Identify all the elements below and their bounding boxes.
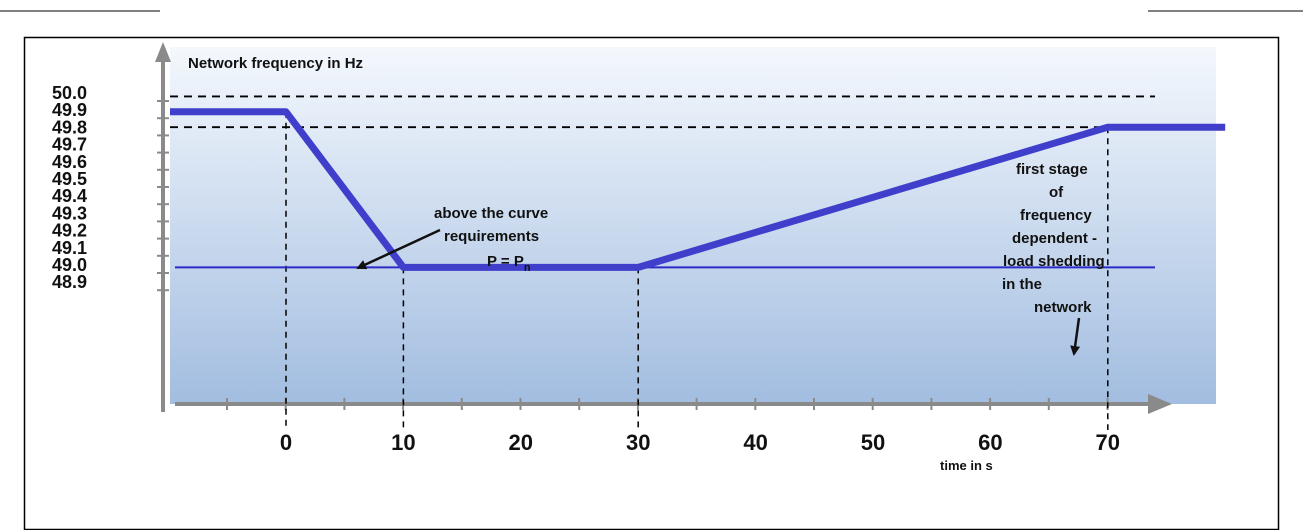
- x-axis-arrow-icon: [1148, 394, 1172, 414]
- x-tick-label: 70: [1096, 430, 1120, 455]
- x-tick-label: 60: [978, 430, 1002, 455]
- y-tick-label: 49.8: [52, 117, 87, 137]
- annotation-load-shedding-line-3: frequency: [1020, 207, 1092, 224]
- y-tick-label: 49.1: [52, 238, 87, 258]
- annotation-load-shedding-line-2: of: [1049, 184, 1064, 201]
- plot-background: [170, 47, 1216, 404]
- y-axis-label: Network frequency in Hz: [188, 55, 363, 72]
- frequency-curve: [170, 108, 1226, 271]
- y-tick-label: 49.9: [52, 100, 87, 120]
- annotation-load-shedding-line-6: in the: [1002, 276, 1042, 293]
- x-axis-label: time in s: [940, 458, 993, 473]
- y-tick-label: 48.9: [52, 272, 87, 292]
- x-tick-label: 0: [280, 430, 292, 455]
- y-tick-label: 49.3: [52, 203, 87, 223]
- annotation-curve-arrow: [356, 228, 441, 270]
- annotation-load-shedding-line-5: load shedding: [1003, 253, 1105, 270]
- y-tick-label: 49.4: [52, 186, 87, 206]
- y-tick-label: 49.6: [52, 152, 87, 172]
- x-tick-label: 40: [743, 430, 767, 455]
- x-tick-label: 30: [626, 430, 650, 455]
- y-tick-label: 49.2: [52, 221, 87, 241]
- annotation-formula: P = Pn: [487, 253, 531, 274]
- y-tick-label: 49.0: [52, 255, 87, 275]
- annotation-load-shedding-arrow: [1070, 317, 1081, 356]
- x-tick-label: 10: [391, 430, 415, 455]
- x-tick-label: 20: [509, 430, 533, 455]
- y-tick-label: 50.0: [52, 83, 87, 103]
- annotation-curve-line-2: requirements: [444, 228, 539, 245]
- annotation-load-shedding-line-1: first stage: [1016, 161, 1088, 178]
- y-tick-label: 49.5: [52, 169, 87, 189]
- annotation-load-shedding-line-4: dependent -: [1012, 230, 1097, 247]
- annotation-load-shedding-line-7: network: [1034, 299, 1092, 316]
- x-tick-label: 50: [861, 430, 885, 455]
- y-axis-arrow-icon: [155, 42, 171, 62]
- annotation-curve-line-1: above the curve: [434, 205, 548, 222]
- y-tick-label: 49.7: [52, 135, 87, 155]
- annotation-formula-subscript: n: [524, 262, 531, 274]
